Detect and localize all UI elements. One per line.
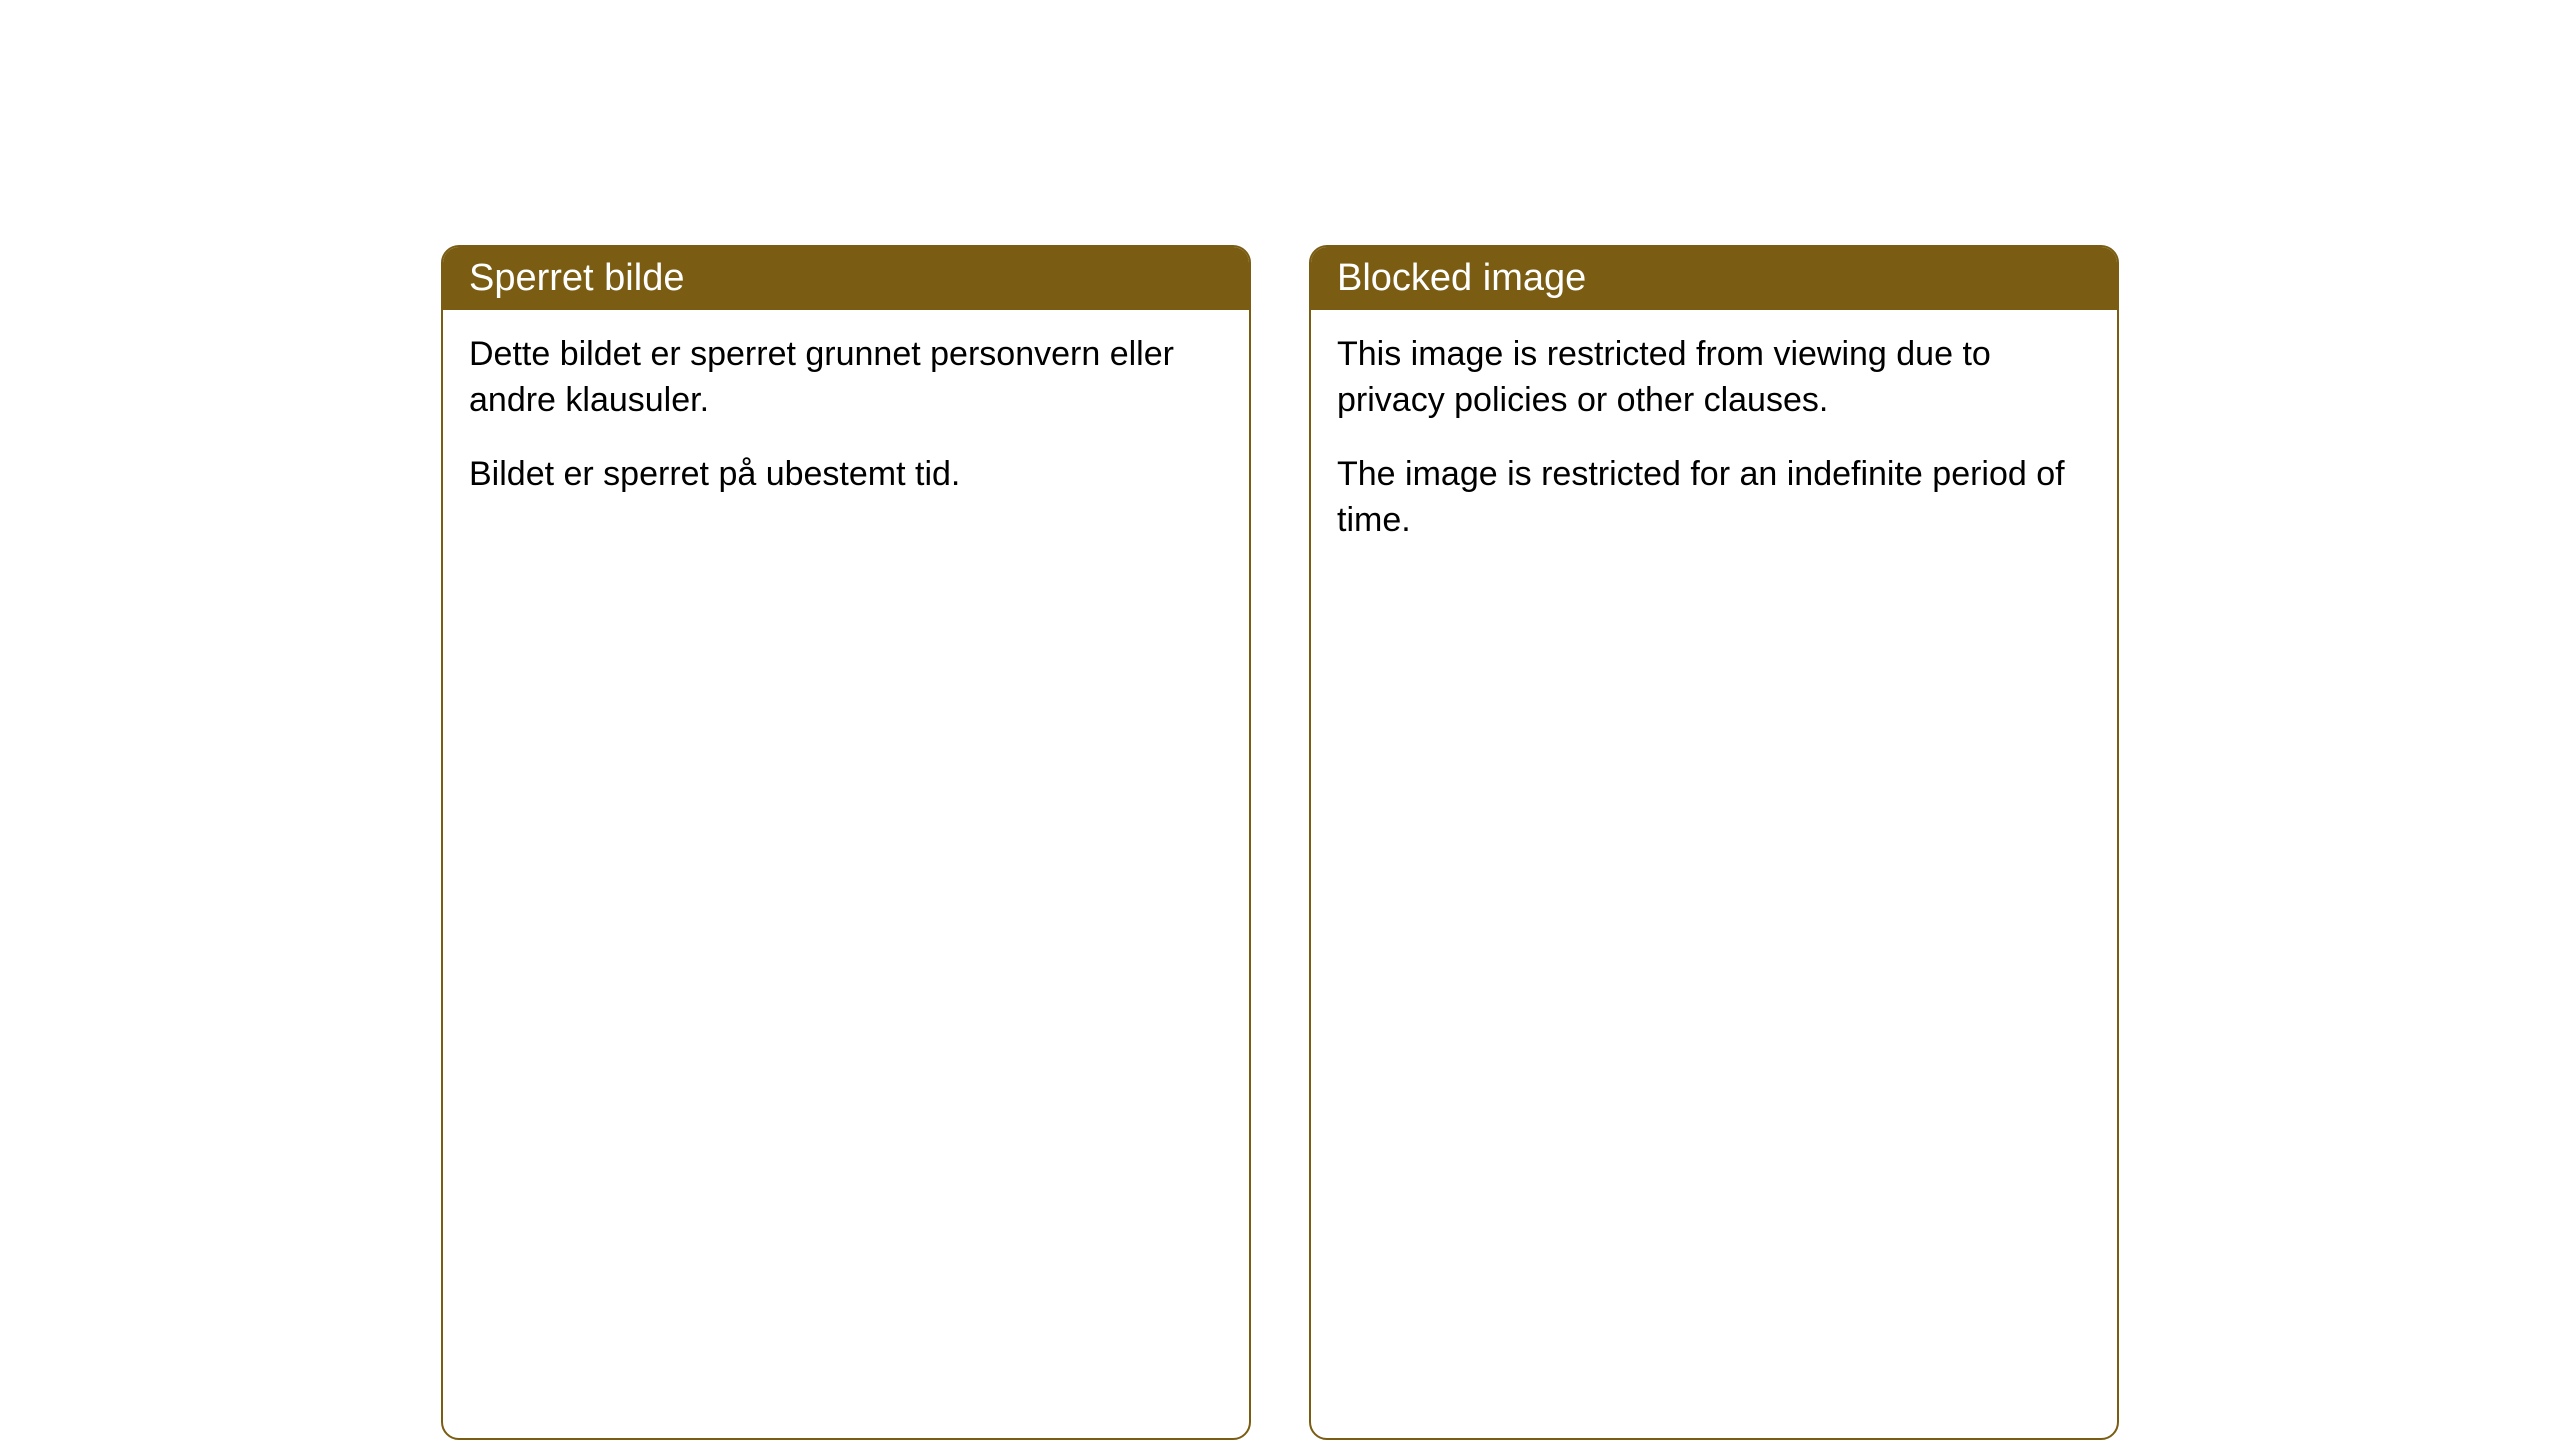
card-header-norwegian: Sperret bilde — [443, 247, 1249, 310]
notice-card-english: Blocked image This image is restricted f… — [1309, 245, 2119, 1440]
card-body-english: This image is restricted from viewing du… — [1311, 310, 2117, 574]
paragraph-norwegian-1: Dette bildet er sperret grunnet personve… — [469, 332, 1223, 424]
notice-card-norwegian: Sperret bilde Dette bildet er sperret gr… — [441, 245, 1251, 1440]
card-body-norwegian: Dette bildet er sperret grunnet personve… — [443, 310, 1249, 528]
card-header-english: Blocked image — [1311, 247, 2117, 310]
paragraph-norwegian-2: Bildet er sperret på ubestemt tid. — [469, 452, 1223, 498]
paragraph-english-1: This image is restricted from viewing du… — [1337, 332, 2091, 424]
notice-container: Sperret bilde Dette bildet er sperret gr… — [441, 245, 2119, 1440]
paragraph-english-2: The image is restricted for an indefinit… — [1337, 452, 2091, 544]
